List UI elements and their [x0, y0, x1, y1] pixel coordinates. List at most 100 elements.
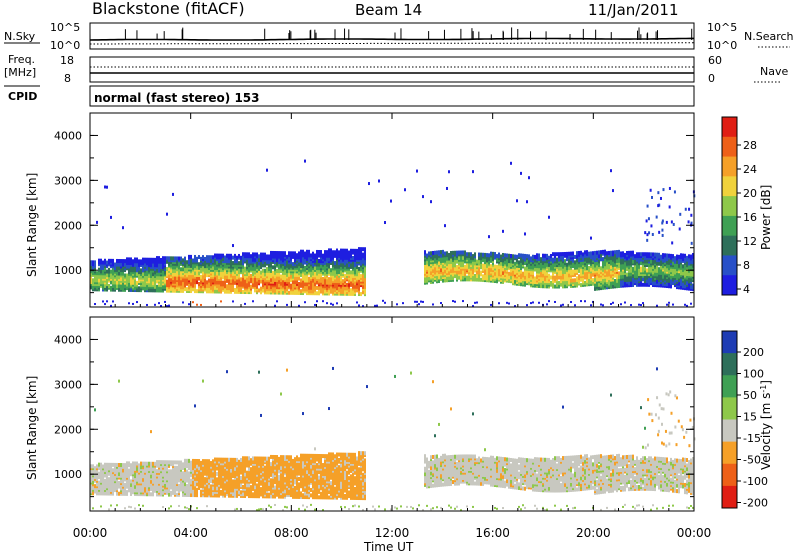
echo-cell: [486, 267, 488, 272]
echo-cell: [500, 258, 502, 263]
echo-cell: [258, 270, 260, 275]
echo-cell: [242, 282, 244, 287]
echo-cell: [238, 288, 240, 293]
echo-cell: [374, 304, 376, 307]
echo-cell: [296, 272, 298, 277]
echo-cell: [384, 301, 386, 304]
echo-cell: [562, 252, 564, 257]
echo-cell: [362, 247, 364, 252]
echo-cell: [632, 277, 634, 282]
echo-cell: [126, 273, 128, 278]
echo-cell: [342, 257, 344, 262]
echo-cell: [562, 280, 564, 285]
echo-cell: [334, 250, 336, 255]
echo-cell: [126, 257, 128, 262]
echo-cell: [312, 278, 314, 283]
echo-cell: [486, 274, 488, 279]
echo-cell: [112, 267, 114, 272]
echo-cell: [230, 264, 232, 269]
echo-cell: [206, 287, 208, 292]
echo-cell: [416, 300, 418, 303]
beam-title: Beam 14: [355, 1, 422, 19]
echo-cell: [656, 265, 658, 270]
echo-cell: [118, 379, 120, 383]
echo-cell: [482, 252, 484, 257]
echo-cell: [356, 248, 358, 253]
echo-cell: [234, 253, 236, 258]
echo-cell: [604, 249, 606, 254]
echo-cell: [254, 277, 256, 282]
echo-cell: [550, 253, 552, 258]
echo-cell: [488, 235, 490, 239]
echo-cell: [612, 281, 614, 286]
echo-cell: [668, 259, 670, 264]
echo-cell: [510, 262, 512, 267]
echo-cell: [188, 258, 190, 263]
echo-cell: [656, 252, 658, 257]
echo-cell: [134, 477, 136, 482]
echo-cell: [122, 282, 124, 287]
echo-cell: [254, 281, 256, 286]
echo-cell: [106, 468, 108, 473]
echo-cell: [460, 273, 462, 278]
echo-cell: [196, 256, 198, 261]
echo-cell: [488, 267, 490, 272]
echo-cell: [116, 491, 118, 496]
echo-cell: [226, 284, 228, 289]
echo-cell: [330, 286, 332, 291]
echo-cell: [622, 251, 624, 256]
echo-cell: [362, 305, 364, 308]
echo-cell: [244, 281, 246, 286]
echo-cell: [632, 266, 634, 271]
echo-cell: [156, 261, 158, 266]
echo-cell: [458, 275, 460, 280]
echo-cell: [314, 271, 316, 276]
echo-cell: [444, 256, 446, 261]
echo-cell: [670, 253, 672, 258]
echo-cell: [304, 159, 306, 163]
echo-cell: [118, 480, 120, 485]
echo-cell: [334, 264, 336, 269]
echo-cell: [286, 303, 288, 306]
echo-cell: [114, 262, 116, 267]
echo-cell: [612, 189, 614, 193]
echo-cell: [352, 291, 354, 296]
echo-cell: [216, 276, 218, 281]
echo-cell: [632, 250, 634, 255]
echo-cell: [96, 469, 98, 474]
echo-cell: [574, 278, 576, 283]
echo-cell: [661, 221, 664, 225]
echo-cell: [146, 257, 148, 262]
echo-cell: [300, 264, 302, 269]
echo-cell: [630, 257, 632, 262]
echo-cell: [214, 253, 216, 258]
echo-cell: [558, 284, 560, 289]
freq-label: Freq.: [8, 53, 35, 66]
echo-cell: [642, 302, 644, 305]
echo-cell: [640, 252, 642, 257]
echo-cell: [106, 269, 108, 274]
echo-cell: [204, 283, 206, 288]
echo-cell: [342, 254, 344, 259]
echo-cell: [304, 260, 306, 265]
echo-cell: [264, 252, 266, 257]
echo-cell: [460, 257, 462, 262]
echo-cell: [302, 273, 304, 278]
echo-cell: [498, 302, 500, 305]
echo-cell: [536, 253, 538, 258]
echo-cell: [464, 277, 466, 282]
echo-cell: [684, 269, 686, 274]
velocity-heatmap: [90, 366, 696, 512]
echo-cell: [210, 255, 212, 260]
echo-cell: [190, 263, 192, 268]
echo-cell: [230, 259, 232, 264]
echo-cell: [420, 300, 422, 303]
echo-cell: [104, 303, 106, 306]
echo-cell: [684, 253, 686, 258]
echo-cell: [124, 463, 126, 468]
echo-cell: [656, 279, 658, 284]
nsearch-label: N.Search: [744, 30, 794, 43]
echo-cell: [665, 220, 668, 224]
echo-cell: [556, 268, 558, 273]
